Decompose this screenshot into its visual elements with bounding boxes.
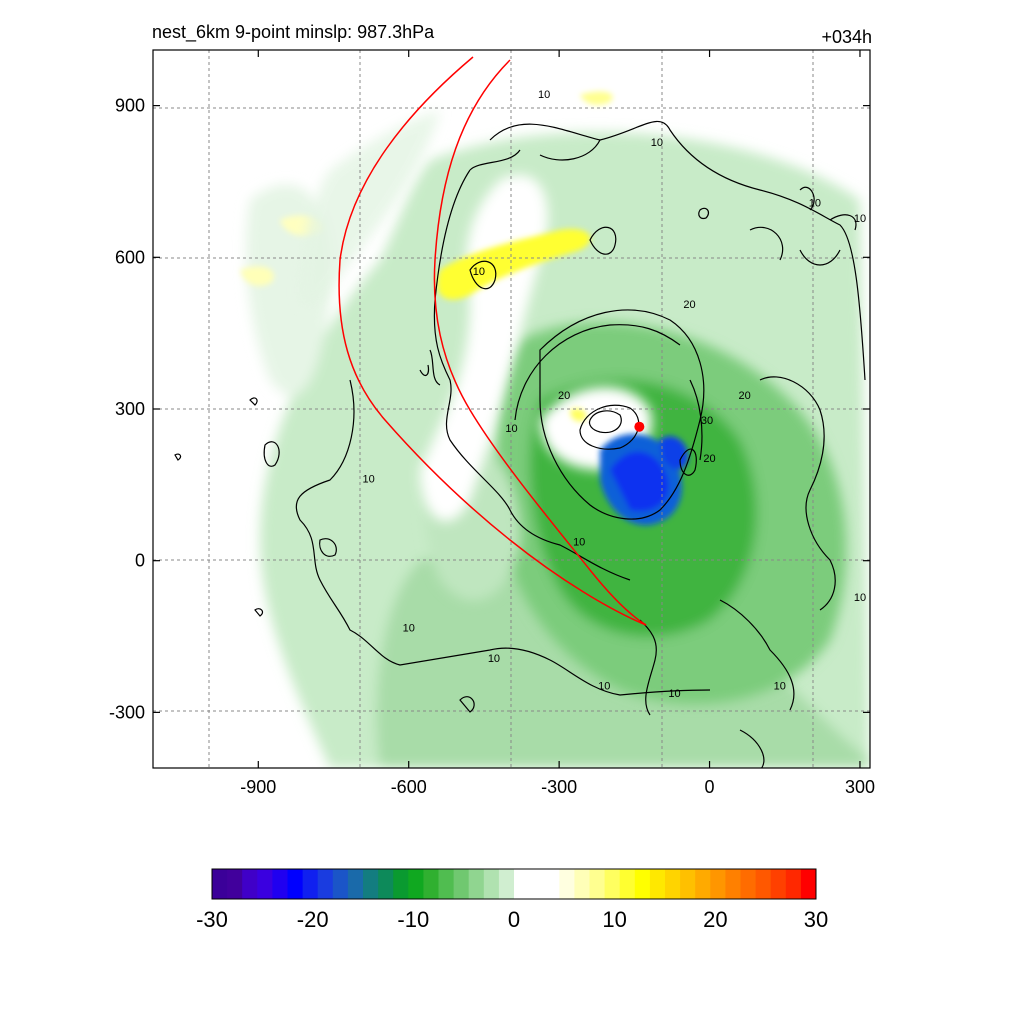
storm-center-marker bbox=[634, 421, 645, 432]
contour-label: 10 bbox=[488, 653, 500, 665]
colorbar-swatch bbox=[559, 869, 575, 899]
colorbar-swatch bbox=[287, 869, 304, 899]
contour-label: 10 bbox=[473, 266, 485, 278]
colorbar-tick-label: 20 bbox=[703, 907, 727, 932]
colorbar-tick-label: -10 bbox=[397, 907, 429, 932]
colorbar-swatch bbox=[408, 869, 424, 899]
colorbar-swatch bbox=[227, 869, 243, 899]
colorbar-swatch bbox=[604, 869, 621, 899]
colorbar-swatch bbox=[347, 869, 364, 899]
colorbar-swatch bbox=[363, 869, 379, 899]
colorbar-swatch bbox=[755, 869, 772, 899]
colorbar-swatch bbox=[589, 869, 606, 899]
contour-label: 10 bbox=[854, 213, 866, 225]
colorbar-tick-label: -30 bbox=[196, 907, 228, 932]
colorbar-swatch bbox=[453, 869, 470, 899]
contour-labels: 10 10 10 10 10 20 20 20 30 10 10 20 10 10 10 10 10 10 10 bbox=[362, 89, 866, 700]
contour-label: 10 bbox=[362, 473, 374, 485]
contour-lines bbox=[174, 120, 866, 768]
colorbar-tick-label: -20 bbox=[297, 907, 329, 932]
y-tick-label: 600 bbox=[115, 247, 145, 267]
colorbar-swatch bbox=[529, 869, 545, 899]
contour-label: 10 bbox=[809, 198, 821, 210]
colorbar-swatch bbox=[740, 869, 757, 899]
x-tick-label: -600 bbox=[391, 777, 427, 797]
colorbar-swatch bbox=[710, 869, 726, 899]
contour-label: 10 bbox=[651, 137, 663, 149]
colorbar-swatch bbox=[272, 869, 288, 899]
contour-label: 30 bbox=[701, 415, 713, 427]
contour-label: 10 bbox=[598, 681, 610, 693]
colorbar-swatch bbox=[317, 869, 334, 899]
x-axis: -900 -600 -300 0 300 bbox=[240, 50, 875, 797]
colorbar-swatch bbox=[378, 869, 394, 899]
contour-label: 20 bbox=[558, 390, 570, 402]
colorbar-swatch bbox=[438, 869, 455, 899]
colorbar-swatch bbox=[665, 869, 681, 899]
colorbar-swatch bbox=[695, 869, 711, 899]
y-tick-label: 900 bbox=[115, 96, 145, 116]
contour-label: 20 bbox=[683, 299, 695, 311]
colorbar-swatch bbox=[514, 869, 530, 899]
colorbar-tick-label: 10 bbox=[602, 907, 626, 932]
contour-label: 10 bbox=[774, 681, 786, 693]
colorbar-swatch bbox=[332, 869, 349, 899]
colorbar bbox=[211, 868, 817, 900]
colorbar-swatch bbox=[544, 869, 560, 899]
contour-label: 10 bbox=[668, 688, 680, 700]
y-tick-label: 0 bbox=[135, 551, 145, 571]
contour-label: 10 bbox=[573, 537, 585, 549]
colorbar-swatch bbox=[770, 869, 787, 899]
colorbar-tick-label: 0 bbox=[508, 907, 520, 932]
colorbar-swatch bbox=[212, 869, 228, 899]
y-tick-label: 300 bbox=[115, 399, 145, 419]
y-axis: -300 0 300 600 900 bbox=[109, 96, 870, 722]
contour-label: 20 bbox=[703, 453, 715, 465]
y-tick-label: -300 bbox=[109, 702, 145, 722]
colorbar-labels: -30 -20 -10 0 10 20 30 bbox=[196, 907, 828, 932]
colorbar-swatch bbox=[619, 869, 636, 899]
shaded-field bbox=[240, 91, 870, 768]
x-tick-label: -900 bbox=[240, 777, 276, 797]
contour-label: 20 bbox=[739, 390, 751, 402]
red-track-lines bbox=[338, 56, 647, 626]
colorbar-swatch bbox=[634, 869, 651, 899]
forecast-hour-label: +034h bbox=[821, 27, 872, 47]
colorbar-swatch bbox=[242, 869, 258, 899]
colorbar-swatch bbox=[302, 869, 319, 899]
x-tick-label: 0 bbox=[705, 777, 715, 797]
colorbar-swatch bbox=[800, 869, 817, 899]
x-tick-label: -300 bbox=[541, 777, 577, 797]
colorbar-swatch bbox=[649, 869, 666, 899]
colorbar-frame bbox=[211, 868, 817, 900]
colorbar-swatch bbox=[483, 869, 500, 899]
contour-label: 10 bbox=[505, 423, 517, 435]
chart-title: nest_6km 9-point minslp: 987.3hPa bbox=[152, 22, 435, 42]
colorbar-swatch bbox=[468, 869, 485, 899]
colorbar-swatch bbox=[680, 869, 696, 899]
colorbar-swatch bbox=[785, 869, 802, 899]
contour-label: 10 bbox=[538, 89, 550, 101]
colorbar-swatch bbox=[574, 869, 590, 899]
colorbar-swatch bbox=[257, 869, 273, 899]
colorbar-swatch bbox=[725, 869, 741, 899]
colorbar-swatch bbox=[423, 869, 439, 899]
colorbar-swatch bbox=[498, 869, 515, 899]
colorbar-tick-label: 30 bbox=[804, 907, 828, 932]
contour-label: 10 bbox=[403, 622, 415, 634]
contour-label: 10 bbox=[854, 592, 866, 604]
x-tick-label: 300 bbox=[845, 777, 875, 797]
colorbar-swatch bbox=[393, 869, 409, 899]
